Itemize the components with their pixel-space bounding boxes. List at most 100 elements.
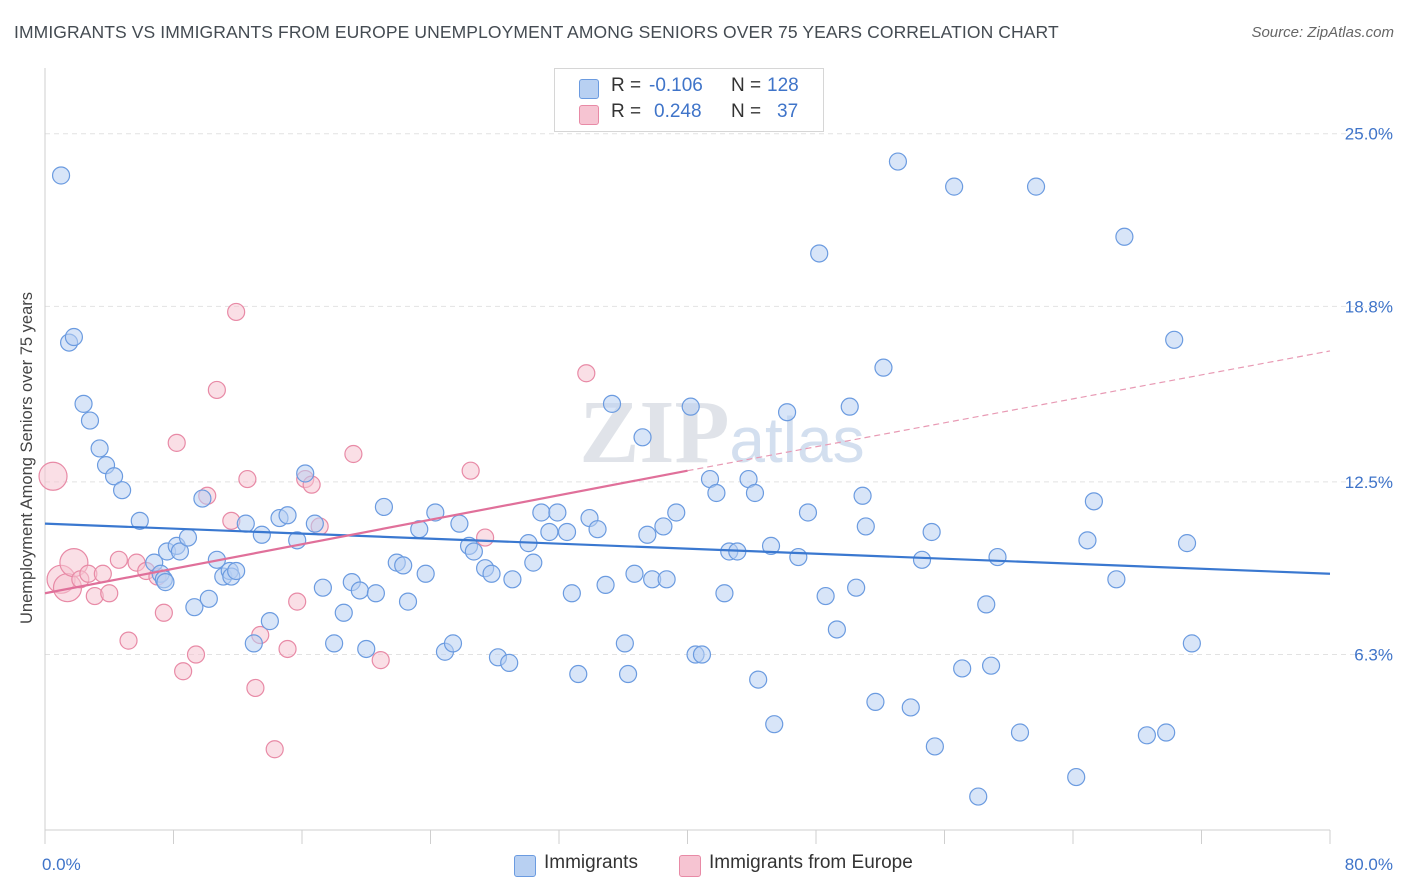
immigrants-point — [1078, 531, 1097, 550]
immigrants-point — [394, 556, 413, 575]
immigrants-point — [350, 581, 369, 600]
immigrants-point — [1182, 634, 1201, 653]
immigrants-point — [681, 397, 700, 416]
immigrants-point — [798, 503, 818, 522]
europe-point — [577, 364, 596, 383]
legend-n-label: N = — [731, 101, 762, 122]
immigrants-point — [557, 522, 577, 542]
immigrants-point — [416, 564, 435, 583]
immigrants-point — [816, 586, 835, 606]
immigrants-point — [170, 542, 190, 561]
europe-point — [154, 603, 173, 622]
immigrants-point — [749, 670, 768, 689]
immigrants-point — [1115, 227, 1134, 246]
immigrants-point — [334, 603, 353, 622]
immigrants-point — [602, 394, 622, 413]
immigrants-point — [156, 573, 175, 592]
immigrants-point — [236, 514, 255, 533]
y-tick-label: 25.0% — [1345, 125, 1393, 144]
europe-point — [167, 433, 186, 452]
chart-title: IMMIGRANTS VS IMMIGRANTS FROM EUROPE UNE… — [14, 22, 1059, 42]
immigrants-point — [1107, 570, 1126, 589]
immigrants-point — [615, 634, 634, 653]
immigrants-point — [856, 517, 875, 536]
immigrants-point — [532, 503, 551, 522]
immigrants-point — [1165, 330, 1184, 349]
europe-trend-line-extended — [687, 350, 1331, 472]
immigrants-point — [357, 639, 376, 659]
immigrants-point — [562, 584, 581, 603]
immigrants-point — [80, 411, 100, 430]
axes — [44, 68, 1331, 844]
immigrants-point — [500, 653, 519, 672]
immigrants-point — [90, 439, 109, 458]
immigrants-point — [840, 397, 859, 416]
grid-lines — [45, 133, 1395, 656]
legend-r-label: R = — [611, 75, 642, 96]
legend-swatch-europe — [579, 105, 599, 125]
europe-point — [227, 302, 246, 322]
europe-point — [93, 564, 112, 583]
immigrants-point — [305, 514, 324, 533]
immigrants-point — [450, 514, 469, 533]
immigrants-point — [366, 584, 385, 603]
immigrants-point — [588, 520, 607, 539]
immigrants-point — [1157, 723, 1176, 742]
legend-swatch-immigrants — [579, 79, 599, 99]
legend-label-europe: Immigrants from Europe — [709, 852, 913, 873]
immigrants-point — [278, 506, 297, 525]
europe-point — [476, 528, 495, 547]
europe-point — [265, 740, 284, 759]
immigrants-point — [922, 522, 941, 542]
immigrants-point — [847, 578, 866, 597]
watermark-atlas: atlas — [729, 404, 864, 476]
immigrants-point — [325, 634, 344, 653]
x-tick-label-min: 0.0% — [42, 855, 81, 874]
immigrants-point — [443, 634, 463, 653]
y-tick-label: 18.8% — [1345, 297, 1393, 316]
immigrants-point — [953, 659, 972, 678]
immigrants-point — [426, 503, 445, 522]
x-tick-label-max: 80.0% — [1345, 855, 1393, 874]
legend-swatch-immigrants — [514, 855, 536, 877]
europe-point — [238, 469, 257, 489]
x-tick-labels: 0.0% 80.0% — [42, 855, 1393, 874]
europe-point — [344, 444, 363, 464]
correlation-legend: R = -0.106 N = 128 R = 0.248 N = 37 — [554, 68, 824, 132]
immigrants-point — [1084, 492, 1103, 511]
immigrants-point — [765, 715, 784, 734]
trend-lines — [44, 350, 1331, 595]
immigrants-point — [596, 575, 615, 595]
y-axis-label: Unemployment Among Seniors over 75 years — [18, 292, 36, 624]
immigrants-point — [618, 664, 638, 684]
y-tick-label: 6.3% — [1354, 646, 1393, 665]
immigrants-point — [464, 542, 483, 561]
legend-n-label: N = — [731, 75, 762, 96]
immigrants-point — [745, 483, 765, 503]
immigrants-point — [178, 528, 198, 547]
immigrants-point — [827, 620, 846, 639]
immigrants-point — [51, 166, 71, 185]
immigrants-point — [374, 497, 394, 517]
immigrants-point — [199, 589, 218, 608]
immigrants-point — [1026, 177, 1046, 196]
immigrants-point — [1137, 726, 1156, 745]
immigrants-point — [104, 467, 124, 486]
immigrants-point — [977, 595, 996, 614]
immigrants-point — [625, 564, 644, 583]
immigrants-point — [888, 152, 908, 171]
immigrants-point — [548, 503, 567, 522]
legend-n-value: 37 — [777, 101, 799, 122]
immigrants-point — [981, 656, 1001, 675]
immigrants-point — [654, 517, 673, 536]
europe-point — [288, 592, 307, 611]
immigrants-point — [874, 358, 893, 377]
immigrants-point — [692, 645, 712, 664]
europe-point — [371, 651, 390, 670]
europe-point — [207, 380, 226, 400]
europe-point — [100, 584, 119, 603]
immigrants-point — [1010, 723, 1030, 742]
immigrants-point — [969, 787, 988, 806]
legend-swatch-europe — [679, 855, 701, 877]
